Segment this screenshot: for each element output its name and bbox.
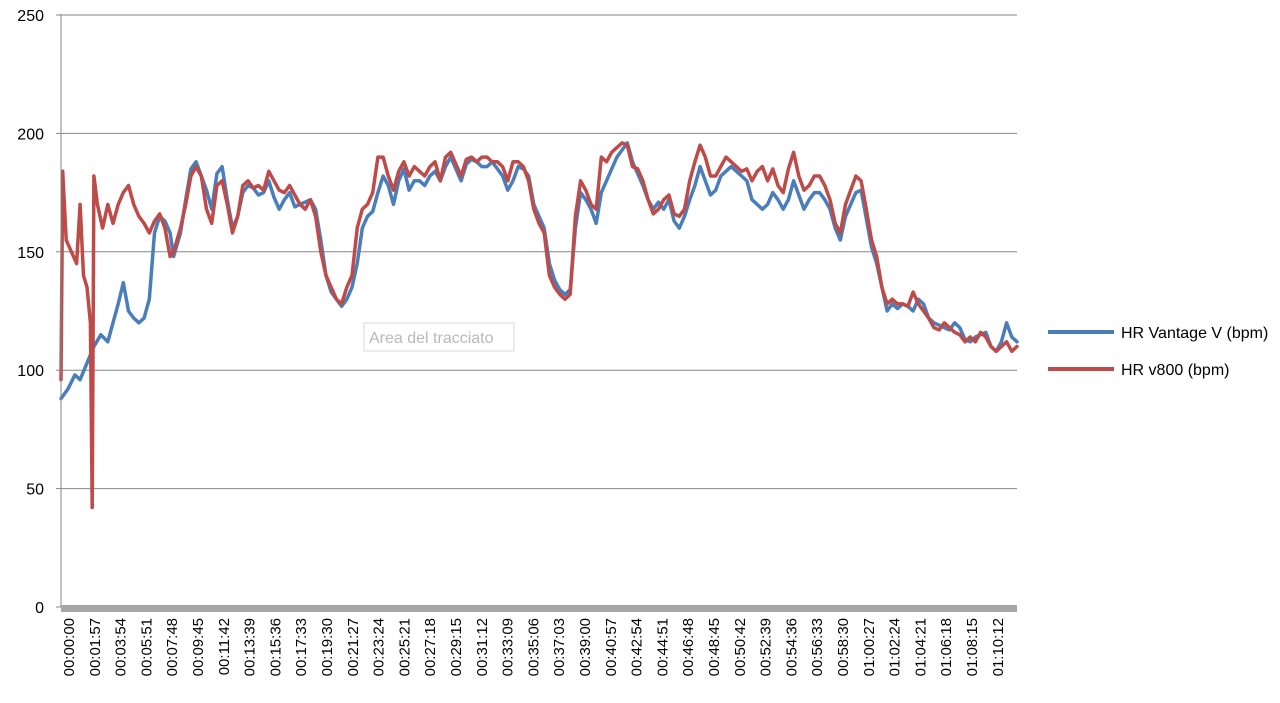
x-tick-label: 00:00:00	[61, 618, 78, 676]
series-lines	[59, 141, 1019, 510]
x-tick-label: 00:07:48	[164, 618, 181, 676]
y-axis-ticks: 0 50 100 150 200 250	[17, 8, 61, 617]
x-tick-label: 00:56:33	[809, 618, 826, 676]
y-tick-label: 0	[35, 600, 44, 617]
x-tick-label: 00:50:42	[732, 618, 749, 676]
x-tick-label: 00:03:54	[113, 618, 130, 676]
x-tick-label: 00:58:30	[835, 618, 852, 676]
legend: HR Vantage V (bpm) HR v800 (bpm)	[1048, 325, 1268, 379]
x-tick-label: 00:25:21	[396, 618, 413, 676]
x-tick-label: 01:04:21	[912, 618, 929, 676]
x-axis-ticks: 00:00:00 00:01:57 00:03:54 00:05:51 00:07:48…	[61, 618, 1007, 676]
x-tick-label: 00:48:45	[706, 618, 723, 676]
x-tick-label: 00:01:57	[87, 618, 104, 676]
x-tick-label: 00:15:36	[267, 618, 284, 676]
x-tick-label: 00:09:45	[190, 618, 207, 676]
x-tick-label: 00:27:18	[422, 618, 439, 676]
y-tick-label: 50	[26, 482, 44, 499]
plot-area-tooltip: Area del tracciato	[369, 330, 494, 347]
x-tick-label: 00:31:12	[474, 618, 491, 676]
x-tick-label: 01:08:15	[964, 618, 981, 676]
x-tick-label: 01:00:27	[861, 618, 878, 676]
x-tick-label: 00:11:42	[216, 618, 233, 675]
x-tick-label: 00:05:51	[138, 618, 155, 676]
x-tick-label: 00:13:39	[242, 618, 259, 676]
series-line-1	[59, 141, 1019, 401]
plot-area-tooltip-box	[363, 322, 515, 352]
legend-label: HR Vantage V (bpm)	[1121, 325, 1268, 342]
x-tick-label: 00:46:48	[680, 618, 697, 676]
x-tick-label: 00:54:36	[783, 618, 800, 676]
series-line-2	[59, 141, 1019, 510]
x-axis-bar	[61, 605, 1017, 612]
x-tick-label: 01:02:24	[887, 618, 904, 676]
x-tick-label: 00:19:30	[319, 618, 336, 676]
y-tick-label: 100	[17, 363, 44, 380]
y-tick-label: 200	[17, 126, 44, 143]
x-tick-label: 00:33:09	[500, 618, 517, 676]
grid-lines	[61, 14, 1017, 490]
y-tick-label: 250	[17, 8, 44, 25]
x-tick-label: 00:29:15	[448, 618, 465, 676]
x-tick-label: 00:44:51	[654, 618, 671, 676]
x-tick-label: 00:37:03	[551, 618, 568, 676]
y-tick-label: 150	[17, 245, 44, 262]
x-tick-label: 00:21:27	[345, 618, 362, 676]
x-tick-label: 00:39:00	[577, 618, 594, 676]
x-tick-label: 00:42:54	[629, 618, 646, 676]
x-tick-label: 00:23:24	[371, 618, 388, 676]
x-tick-label: 00:40:57	[603, 618, 620, 676]
x-tick-label: 00:35:06	[525, 618, 542, 676]
x-tick-label: 01:10:12	[990, 618, 1007, 676]
x-tick-label: 00:17:33	[293, 618, 310, 676]
x-tick-label: 01:06:18	[938, 618, 955, 676]
legend-label: HR v800 (bpm)	[1121, 362, 1229, 379]
x-tick-label: 00:52:39	[758, 618, 775, 676]
